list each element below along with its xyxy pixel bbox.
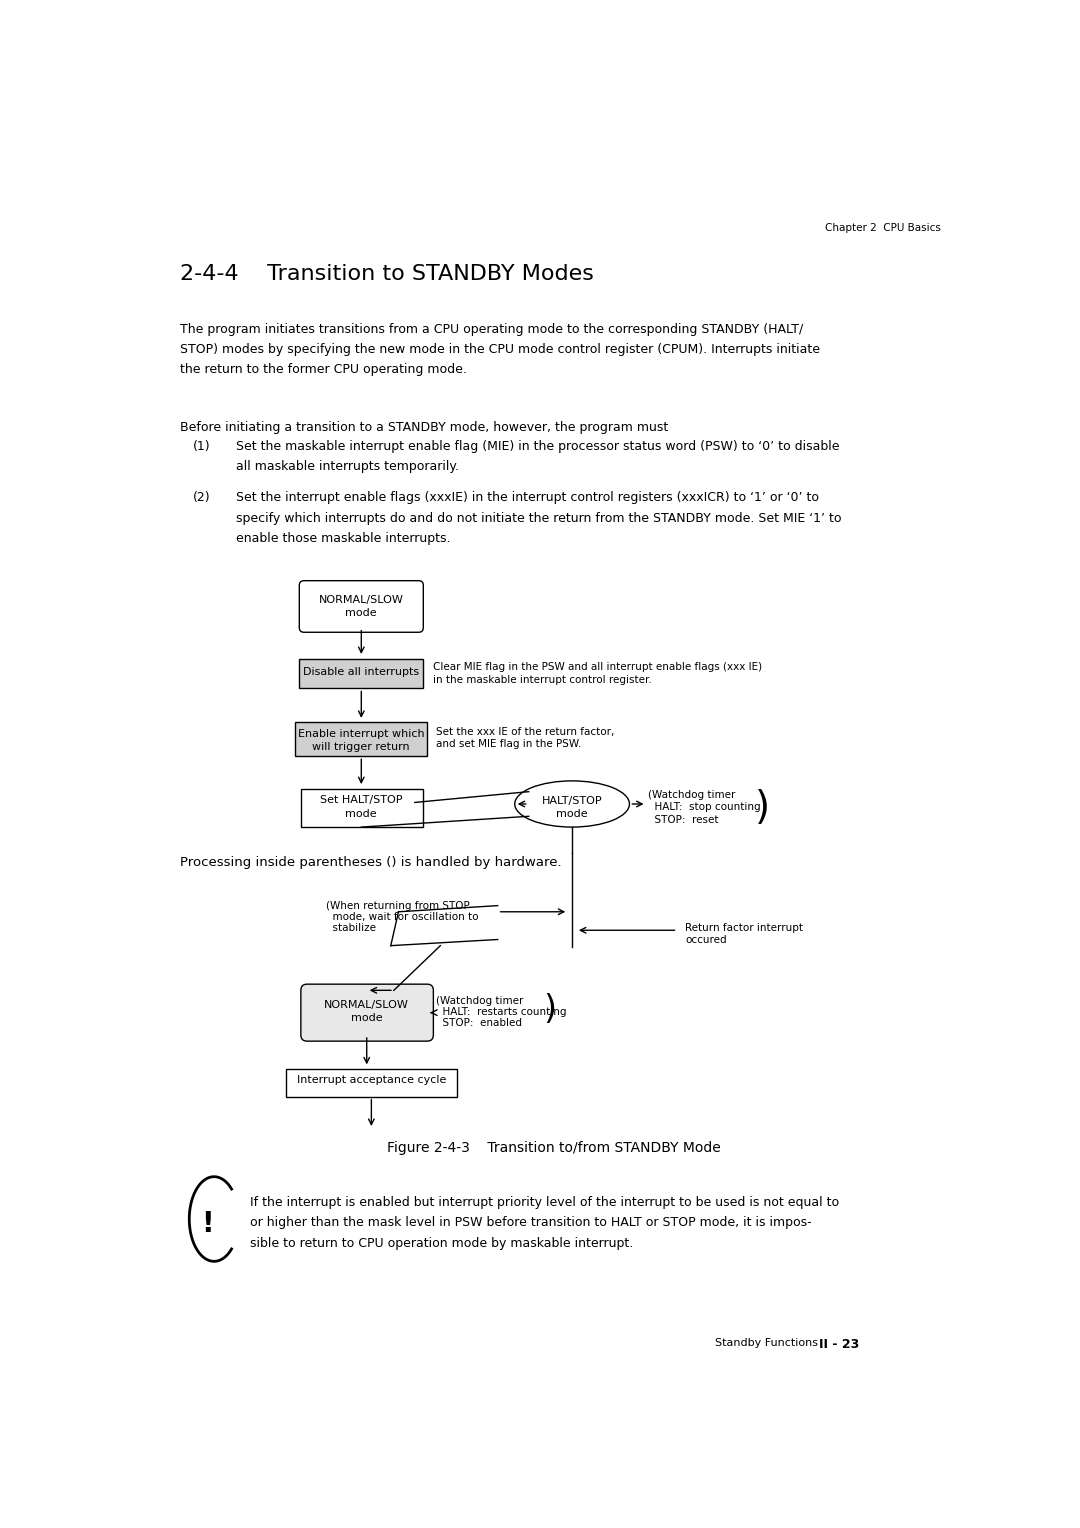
Text: Set the xxx IE of the return factor,: Set the xxx IE of the return factor, [436, 727, 615, 736]
Text: Enable interrupt which: Enable interrupt which [298, 729, 424, 738]
FancyBboxPatch shape [296, 723, 428, 756]
FancyBboxPatch shape [299, 581, 423, 633]
FancyBboxPatch shape [286, 1070, 457, 1097]
Text: STOP:  reset: STOP: reset [648, 814, 718, 825]
Text: (When returning from STOP: (When returning from STOP [326, 902, 470, 911]
Text: (1): (1) [193, 440, 211, 452]
Text: mode: mode [351, 1013, 382, 1022]
FancyBboxPatch shape [301, 788, 422, 827]
Text: will trigger return: will trigger return [312, 741, 410, 752]
Text: mode, wait for oscillation to: mode, wait for oscillation to [326, 912, 478, 921]
Text: occured: occured [685, 935, 727, 944]
Text: Disable all interrupts: Disable all interrupts [303, 666, 419, 677]
FancyBboxPatch shape [301, 984, 433, 1041]
Text: 2-4-4    Transition to STANDBY Modes: 2-4-4 Transition to STANDBY Modes [180, 264, 594, 284]
Text: Interrupt acceptance cycle: Interrupt acceptance cycle [297, 1076, 446, 1085]
Text: ): ) [755, 788, 770, 827]
Text: Standby Functions: Standby Functions [715, 1339, 818, 1348]
Text: Figure 2-4-3    Transition to/from STANDBY Mode: Figure 2-4-3 Transition to/from STANDBY … [387, 1141, 720, 1155]
Text: II - 23: II - 23 [819, 1339, 859, 1351]
Text: HALT/STOP: HALT/STOP [542, 796, 603, 807]
Text: STOP:  enabled: STOP: enabled [436, 1018, 523, 1028]
Text: Return factor interrupt: Return factor interrupt [685, 923, 804, 932]
Text: Set HALT/STOP: Set HALT/STOP [320, 795, 403, 805]
Text: (2): (2) [193, 492, 211, 504]
Text: The program initiates transitions from a CPU operating mode to the corresponding: The program initiates transitions from a… [180, 324, 820, 376]
Text: mode: mode [556, 808, 588, 819]
Text: Before initiating a transition to a STANDBY mode, however, the program must: Before initiating a transition to a STAN… [180, 420, 669, 434]
Ellipse shape [515, 781, 630, 827]
Text: (Watchdog timer: (Watchdog timer [436, 996, 524, 1007]
Text: mode: mode [346, 808, 377, 819]
Text: Processing inside parentheses () is handled by hardware.: Processing inside parentheses () is hand… [180, 856, 562, 869]
Text: mode: mode [346, 608, 377, 619]
Text: Set the maskable interrupt enable flag (MIE) in the processor status word (PSW) : Set the maskable interrupt enable flag (… [235, 440, 839, 474]
Text: stabilize: stabilize [326, 923, 376, 932]
Text: Chapter 2  CPU Basics: Chapter 2 CPU Basics [825, 223, 941, 234]
Text: ): ) [543, 993, 556, 1027]
Text: HALT:  restarts counting: HALT: restarts counting [436, 1007, 567, 1018]
Text: NORMAL/SLOW: NORMAL/SLOW [324, 999, 409, 1010]
FancyBboxPatch shape [299, 659, 423, 689]
Text: NORMAL/SLOW: NORMAL/SLOW [319, 594, 404, 605]
Text: and set MIE flag in the PSW.: and set MIE flag in the PSW. [436, 740, 582, 749]
Text: (Watchdog timer: (Watchdog timer [648, 790, 735, 801]
Text: !: ! [202, 1210, 214, 1238]
Text: in the maskable interrupt control register.: in the maskable interrupt control regist… [433, 675, 651, 685]
Text: Clear MIE flag in the PSW and all interrupt enable flags (xxx IE): Clear MIE flag in the PSW and all interr… [433, 662, 761, 672]
Text: HALT:  stop counting: HALT: stop counting [648, 802, 760, 813]
Text: If the interrupt is enabled but interrupt priority level of the interrupt to be : If the interrupt is enabled but interrup… [249, 1196, 839, 1250]
Text: Set the interrupt enable flags (xxxIE) in the interrupt control registers (xxxIC: Set the interrupt enable flags (xxxIE) i… [235, 492, 841, 545]
